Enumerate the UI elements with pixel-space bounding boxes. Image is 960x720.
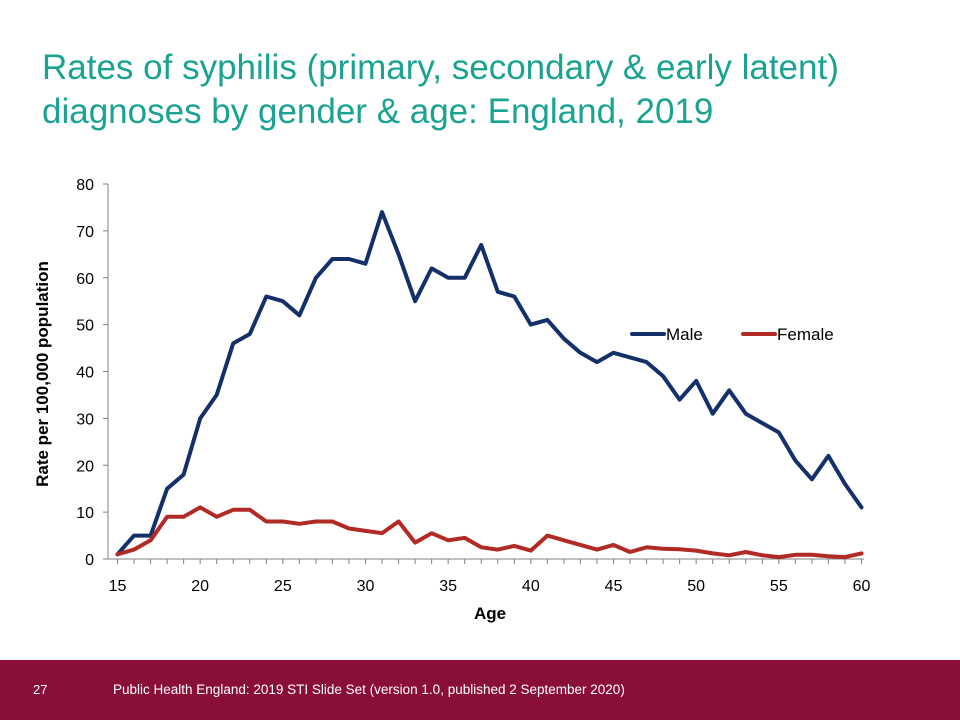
x-tick-label: 55 (770, 578, 788, 595)
x-tick-label: 25 (274, 578, 292, 595)
slide-number: 27 (33, 682, 48, 697)
chart-legend: Male Female (630, 325, 834, 344)
chart-series (115, 210, 864, 560)
footer-citation: Public Health England: 2019 STI Slide Se… (113, 682, 625, 697)
series-line-male (115, 210, 864, 557)
x-tick-label: 15 (109, 578, 127, 595)
x-axis-label: Age (474, 604, 506, 623)
y-tick-label: 0 (85, 552, 94, 569)
y-tick-label: 50 (76, 318, 94, 335)
x-tick-label: 45 (605, 578, 623, 595)
footer-bar: 27 Public Health England: 2019 STI Slide… (0, 660, 960, 720)
x-tick-label: 35 (439, 578, 457, 595)
x-tick-label: 60 (853, 578, 871, 595)
y-tick-label: 70 (76, 224, 94, 241)
y-tick-label: 10 (76, 505, 94, 522)
x-tick-label: 30 (357, 578, 375, 595)
y-tick-label: 80 (76, 177, 94, 194)
y-tick-label: 40 (76, 365, 94, 382)
legend-label-female: Female (777, 325, 834, 344)
y-tick-label: 60 (76, 271, 94, 288)
y-tick-label: 30 (76, 411, 94, 428)
line-chart: 0 10 20 30 40 50 60 70 80 15 20 25 30 35 40 45 50 55 60 Ma… (33, 177, 871, 623)
chart-axes (107, 184, 864, 560)
x-tick-label: 20 (191, 578, 209, 595)
series-line-female (115, 505, 864, 560)
legend-label-male: Male (666, 325, 703, 344)
y-tick-label: 20 (76, 458, 94, 475)
y-axis-label: Rate per 100,000 population (33, 261, 52, 487)
chart-ticks: 0 10 20 30 40 50 60 70 80 15 20 25 30 35 40 45 50 55 60 (76, 177, 870, 595)
slide-title: Rates of syphilis (primary, secondary & … (42, 48, 839, 131)
x-tick-label: 40 (522, 578, 540, 595)
x-tick-label: 50 (687, 578, 705, 595)
